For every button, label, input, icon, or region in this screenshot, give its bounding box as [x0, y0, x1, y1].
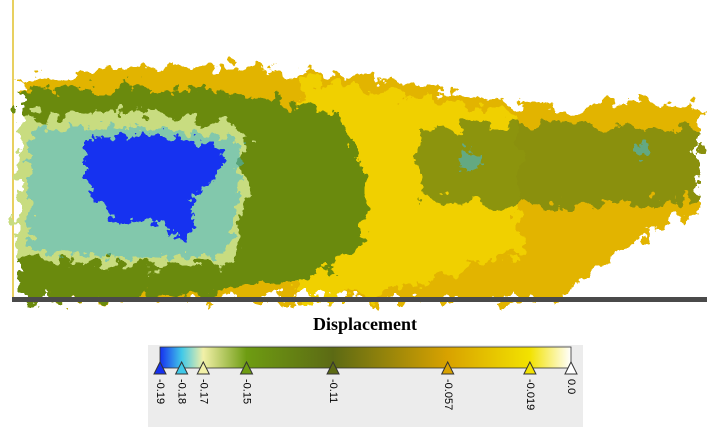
tick-label: -0.15 — [241, 379, 253, 404]
viewer: Displacement -0.19-0.18-0.17-0.15-0.11-0… — [0, 0, 707, 434]
tick-label: -0.18 — [176, 379, 188, 404]
tick-label: 0.0 — [565, 379, 577, 394]
tick-label: -0.19 — [154, 379, 166, 404]
legend-title: Displacement — [313, 314, 417, 334]
colorbar — [160, 347, 571, 368]
colorbar-legend: -0.19 -0.18 -0.17 -0.15 -0.11 -0.057 -0.019 0.0 — [148, 345, 583, 427]
tick-label: -0.11 — [327, 379, 339, 403]
tick-label: -0.17 — [197, 379, 209, 404]
tick-label: -0.057 — [442, 379, 454, 410]
displacement-map — [12, 0, 707, 302]
map-border — [12, 297, 707, 302]
map-edge — [12, 0, 14, 300]
tick-label: -0.019 — [524, 379, 536, 410]
